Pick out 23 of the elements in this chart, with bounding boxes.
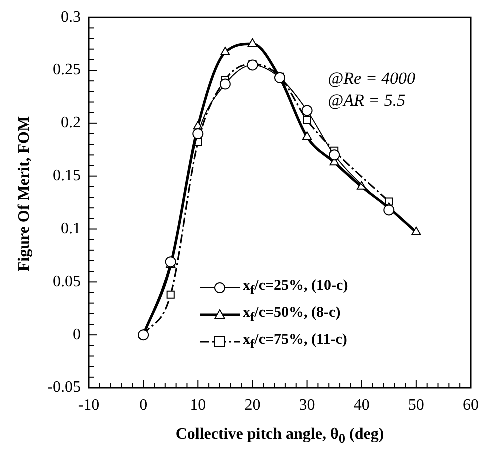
y-tick-label: 0 [73, 326, 81, 344]
x-tick-label: 40 [354, 396, 370, 414]
annotation: @Re = 4000 [328, 68, 416, 90]
legend-label: x$_{f}$/c=50%, (8-c) [243, 304, 341, 324]
x-axis-title: Collective pitch angle, θ$_{0}$ (deg) [174, 426, 386, 448]
y-tick-label: 0.3 [61, 8, 81, 26]
y-tick-label: -0.05 [48, 379, 81, 396]
y-tick-label: 0.1 [61, 220, 81, 238]
x-tick-label: 60 [463, 396, 479, 414]
y-tick-label: 0.25 [53, 62, 81, 79]
x-tick-label: 20 [244, 396, 261, 414]
annotation: @AR = 5.5 [328, 90, 407, 112]
x-tick-label: 10 [190, 396, 206, 414]
x-tick-label: 0 [140, 396, 148, 414]
x-tick-label: 50 [408, 396, 424, 414]
y-tick-label: 0.2 [61, 114, 81, 132]
y-tick-label: 0.05 [53, 273, 81, 290]
legend-label: x$_{f}$/c=75%, (11-c) [243, 332, 348, 352]
x-tick-label: -10 [78, 396, 100, 414]
y-tick-label: 0.15 [53, 168, 81, 185]
x-tick-label: 30 [299, 396, 316, 414]
y-axis-title: Figure Of Merit, FOM [16, 115, 34, 274]
legend-label: x$_{f}$/c=25%, (10-c) [243, 278, 348, 298]
